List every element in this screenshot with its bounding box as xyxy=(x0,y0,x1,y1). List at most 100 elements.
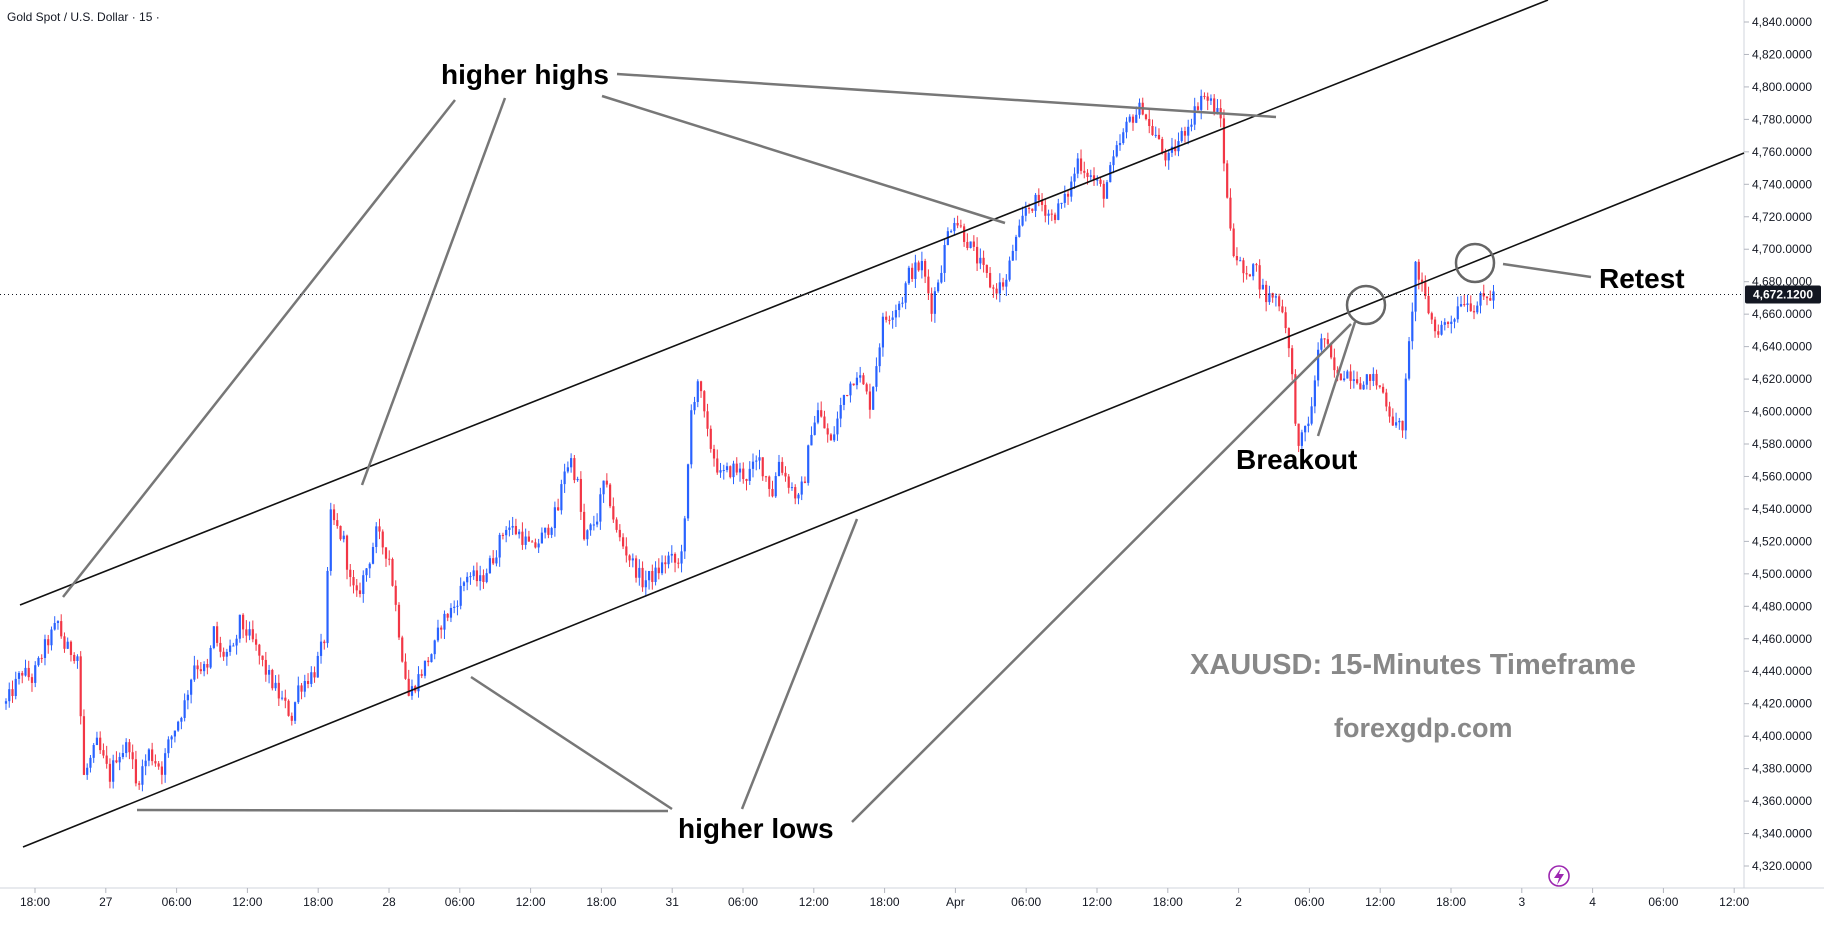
candle-body xyxy=(557,507,560,511)
price-axis-area[interactable] xyxy=(1744,0,1824,921)
price-tick-label: 4,320.0000 xyxy=(1752,859,1812,873)
candle-body xyxy=(219,642,222,652)
candle-body xyxy=(1222,118,1226,164)
candle-body xyxy=(108,763,112,782)
candle-body xyxy=(570,458,573,468)
candle-body xyxy=(170,736,173,740)
candle-body xyxy=(141,766,144,785)
candle-body xyxy=(430,654,433,663)
candle-body xyxy=(381,531,384,548)
candle-body xyxy=(764,476,768,478)
candle-body xyxy=(261,655,264,660)
candle-body xyxy=(362,575,365,594)
candle-body xyxy=(1079,158,1083,171)
plot-area[interactable] xyxy=(0,0,1744,888)
price-tick-label: 4,520.0000 xyxy=(1752,534,1812,548)
candle-body xyxy=(813,422,816,435)
candle-body xyxy=(1326,339,1329,344)
candle-body xyxy=(151,749,154,762)
candle-body xyxy=(4,701,8,704)
candle-body xyxy=(1092,175,1096,180)
candles-group xyxy=(4,89,1495,792)
symbol-title[interactable]: Gold Spot / U.S. Dollar · 15 · xyxy=(7,10,160,24)
candle-body xyxy=(1394,422,1398,426)
candle-body xyxy=(878,347,881,367)
candle-body xyxy=(1424,282,1427,296)
candle-body xyxy=(1216,108,1219,114)
candle-body xyxy=(657,567,660,574)
pointer-higher-highs-2 xyxy=(360,97,507,486)
candle-body xyxy=(63,636,66,649)
candle-body xyxy=(865,384,868,392)
candle-body xyxy=(121,753,125,757)
candle-body xyxy=(706,411,709,429)
candle-body xyxy=(998,282,1001,294)
candle-body xyxy=(316,655,319,678)
watermark-title: XAUUSD: 15-Minutes Timeframe xyxy=(1190,649,1636,681)
candle-body xyxy=(911,267,914,279)
current-price-tag-bg xyxy=(1745,285,1821,304)
candle-body xyxy=(729,466,732,478)
candle-body xyxy=(872,386,875,410)
candle-body xyxy=(1482,293,1485,297)
candle-body xyxy=(508,527,511,530)
candle-body xyxy=(1060,202,1063,204)
candle-body xyxy=(621,537,625,547)
candle-body xyxy=(518,531,521,535)
candle-body xyxy=(24,667,27,676)
candle-body xyxy=(11,689,14,697)
candle-body xyxy=(167,739,170,754)
candle-body xyxy=(703,391,706,412)
candle-body xyxy=(1112,156,1115,166)
candle-body xyxy=(1144,114,1148,120)
candle-body xyxy=(1131,116,1135,123)
candle-body xyxy=(1287,328,1290,349)
candle-body xyxy=(686,464,690,519)
candle-body xyxy=(37,657,40,666)
candle-body xyxy=(397,604,401,638)
candle-body xyxy=(612,506,615,520)
candle-body xyxy=(446,613,449,618)
candle-body xyxy=(1414,261,1417,312)
candle-body xyxy=(17,672,21,679)
candle-body xyxy=(1027,208,1031,210)
candle-body xyxy=(605,480,608,485)
candle-body xyxy=(472,570,475,577)
candle-body xyxy=(1339,373,1342,381)
candle-body xyxy=(313,672,316,678)
bolt-icon[interactable] xyxy=(1548,865,1570,887)
candle-body xyxy=(1102,183,1105,199)
candle-body xyxy=(453,606,456,608)
candle-body xyxy=(1190,124,1193,127)
candle-body xyxy=(992,287,995,289)
candle-body xyxy=(297,685,300,703)
candle-body xyxy=(790,487,794,489)
candle-body xyxy=(758,457,761,461)
candle-body xyxy=(787,476,790,488)
candle-body xyxy=(1355,379,1359,384)
candle-body xyxy=(836,418,839,435)
candle-body xyxy=(956,222,959,226)
candle-body xyxy=(599,494,602,522)
candle-body xyxy=(329,509,332,571)
candle-body xyxy=(1180,131,1183,142)
candle-body xyxy=(1248,274,1252,277)
candle-body xyxy=(816,410,820,423)
candle-body xyxy=(1274,296,1277,298)
candle-body xyxy=(371,547,375,564)
price-tick-label: 4,780.0000 xyxy=(1752,112,1812,126)
candle-body xyxy=(914,262,917,279)
candle-body xyxy=(579,478,582,512)
candle-body xyxy=(1346,371,1349,379)
candle-body xyxy=(1420,279,1424,283)
candle-body xyxy=(125,742,128,754)
candle-body xyxy=(1255,264,1258,266)
time-tick-label: 06:00 xyxy=(728,895,758,909)
candle-body xyxy=(1193,106,1196,125)
annotation-breakout: Breakout xyxy=(1236,444,1357,475)
candle-body xyxy=(378,526,381,532)
candle-body xyxy=(664,562,667,565)
time-tick-label: 18:00 xyxy=(870,895,900,909)
